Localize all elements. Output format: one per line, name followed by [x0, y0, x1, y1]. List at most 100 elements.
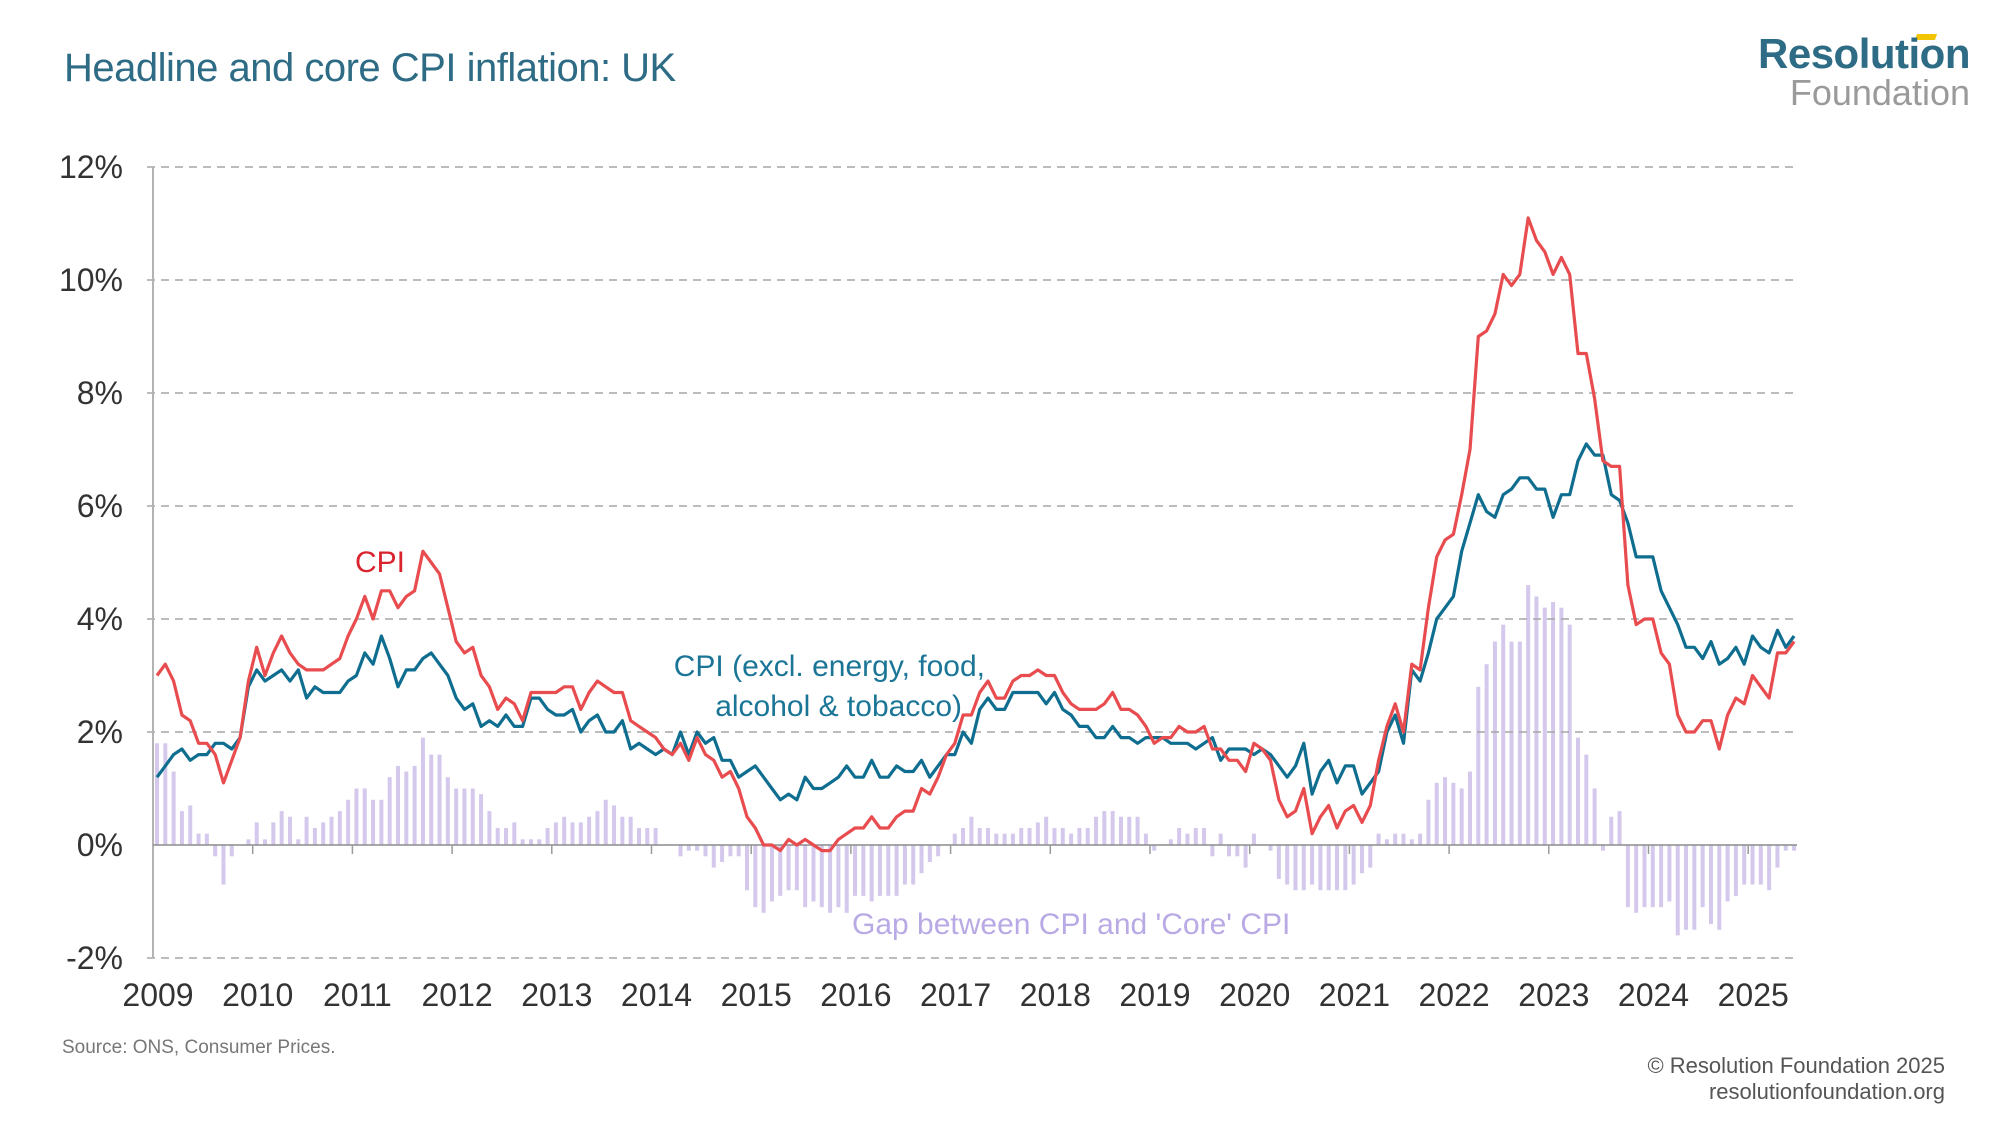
gap-bar — [653, 828, 658, 845]
core-cpi-point — [1577, 460, 1579, 462]
gap-bar — [287, 816, 292, 845]
gap-bar — [204, 833, 209, 845]
gap-bar — [894, 845, 899, 896]
gap-bar — [936, 845, 941, 857]
cpi-point — [762, 844, 764, 846]
gap-bar — [612, 805, 617, 845]
core-cpi-point — [1186, 742, 1188, 744]
website-link[interactable]: resolutionfoundation.org — [1708, 1079, 1945, 1104]
cpi-point — [929, 793, 931, 795]
cpi-point — [347, 635, 349, 637]
cpi-point — [397, 607, 399, 609]
cpi-point — [339, 657, 341, 659]
gap-bar — [171, 771, 176, 845]
cpi-point — [1477, 335, 1479, 337]
gap-bar — [1235, 845, 1240, 857]
gap-bar — [1767, 845, 1772, 891]
cpi-point — [1070, 703, 1072, 705]
core-cpi-point — [1003, 708, 1005, 710]
cpi-point — [513, 703, 515, 705]
y-tick-label: 0% — [77, 827, 123, 863]
gap-bar — [1027, 828, 1032, 845]
core-cpi-point — [181, 748, 183, 750]
gap-bar — [155, 743, 159, 845]
core-cpi-point — [646, 748, 648, 750]
gap-bar — [645, 828, 650, 845]
cpi-point — [1718, 748, 1720, 750]
cpi-point — [679, 742, 681, 744]
core-cpi-point — [1037, 691, 1039, 693]
gap-bar — [1634, 845, 1639, 913]
gap-bar — [1118, 816, 1123, 845]
cpi-point — [729, 770, 731, 772]
core-cpi-point — [571, 708, 573, 710]
cpi-point — [862, 827, 864, 829]
gap-bar — [1542, 607, 1547, 845]
x-tick-label: 2021 — [1319, 977, 1390, 1013]
gap-bar — [1243, 845, 1248, 868]
gap-bar — [927, 845, 932, 862]
gap-bar — [1792, 845, 1797, 851]
gap-bar — [163, 743, 168, 845]
gap-bar — [853, 845, 858, 896]
gap-bar — [279, 811, 284, 845]
core-cpi-point — [1660, 590, 1662, 592]
gap-bar — [1783, 845, 1788, 851]
core-cpi-point — [588, 720, 590, 722]
gap-bar — [1035, 822, 1040, 845]
gap-bar — [1060, 828, 1065, 845]
core-cpi-point — [1161, 736, 1163, 738]
cpi-point — [388, 590, 390, 592]
core-cpi-point — [1386, 731, 1388, 733]
gap-bar — [429, 754, 434, 845]
core-cpi-point — [256, 669, 258, 671]
cpi-point — [1344, 810, 1346, 812]
core-cpi-point — [1219, 759, 1221, 761]
cpi-point — [1469, 448, 1471, 450]
cpi-series-label: CPI — [355, 546, 405, 579]
core-cpi-point — [754, 765, 756, 767]
cpi-point — [1236, 759, 1238, 761]
gap-bar — [628, 816, 633, 845]
cpi-point — [364, 595, 366, 597]
cpi-point — [1577, 352, 1579, 354]
gap-bar — [1318, 845, 1323, 891]
cpi-point — [455, 640, 457, 642]
gap-bar — [1384, 839, 1389, 845]
cpi-point — [264, 674, 266, 676]
cpi-point — [1618, 465, 1620, 467]
core-cpi-point — [829, 782, 831, 784]
core-cpi-point — [1485, 510, 1487, 512]
cpi-point — [1452, 533, 1454, 535]
core-cpi-point — [1668, 607, 1670, 609]
cpi-point — [164, 663, 166, 665]
cpi-point — [1095, 708, 1097, 710]
cpi-point — [280, 635, 282, 637]
cpi-point — [1494, 313, 1496, 315]
cpi-point — [1726, 714, 1728, 716]
gap-bar — [1459, 788, 1464, 845]
gap-bar — [520, 839, 525, 845]
cpi-point — [1045, 674, 1047, 676]
gap-bar — [1276, 845, 1281, 879]
core-cpi-point — [629, 748, 631, 750]
cpi-point — [1111, 691, 1113, 693]
cpi-point — [937, 776, 939, 778]
gap-bar — [1750, 845, 1755, 885]
gap-bar — [1044, 816, 1049, 845]
core-cpi-point — [505, 714, 507, 716]
gap-bar — [703, 845, 708, 857]
gap-bar — [221, 845, 226, 885]
core-cpi-point — [264, 680, 266, 682]
cpi-point — [1485, 330, 1487, 332]
x-axis-labels: 2009 2010 2011 2012 2013 2014 2015 2016 2017 2018… — [122, 977, 1788, 1013]
core-cpi-point — [1477, 494, 1479, 496]
core-cpi-point — [1344, 765, 1346, 767]
cpi-point — [1170, 736, 1172, 738]
core-cpi-point — [1087, 725, 1089, 727]
core-cpi-point — [1751, 635, 1753, 637]
cpi-point — [696, 736, 698, 738]
chart-title: Headline and core CPI inflation: UK — [64, 46, 676, 90]
core-cpi-point — [580, 731, 582, 733]
cpi-point — [480, 674, 482, 676]
